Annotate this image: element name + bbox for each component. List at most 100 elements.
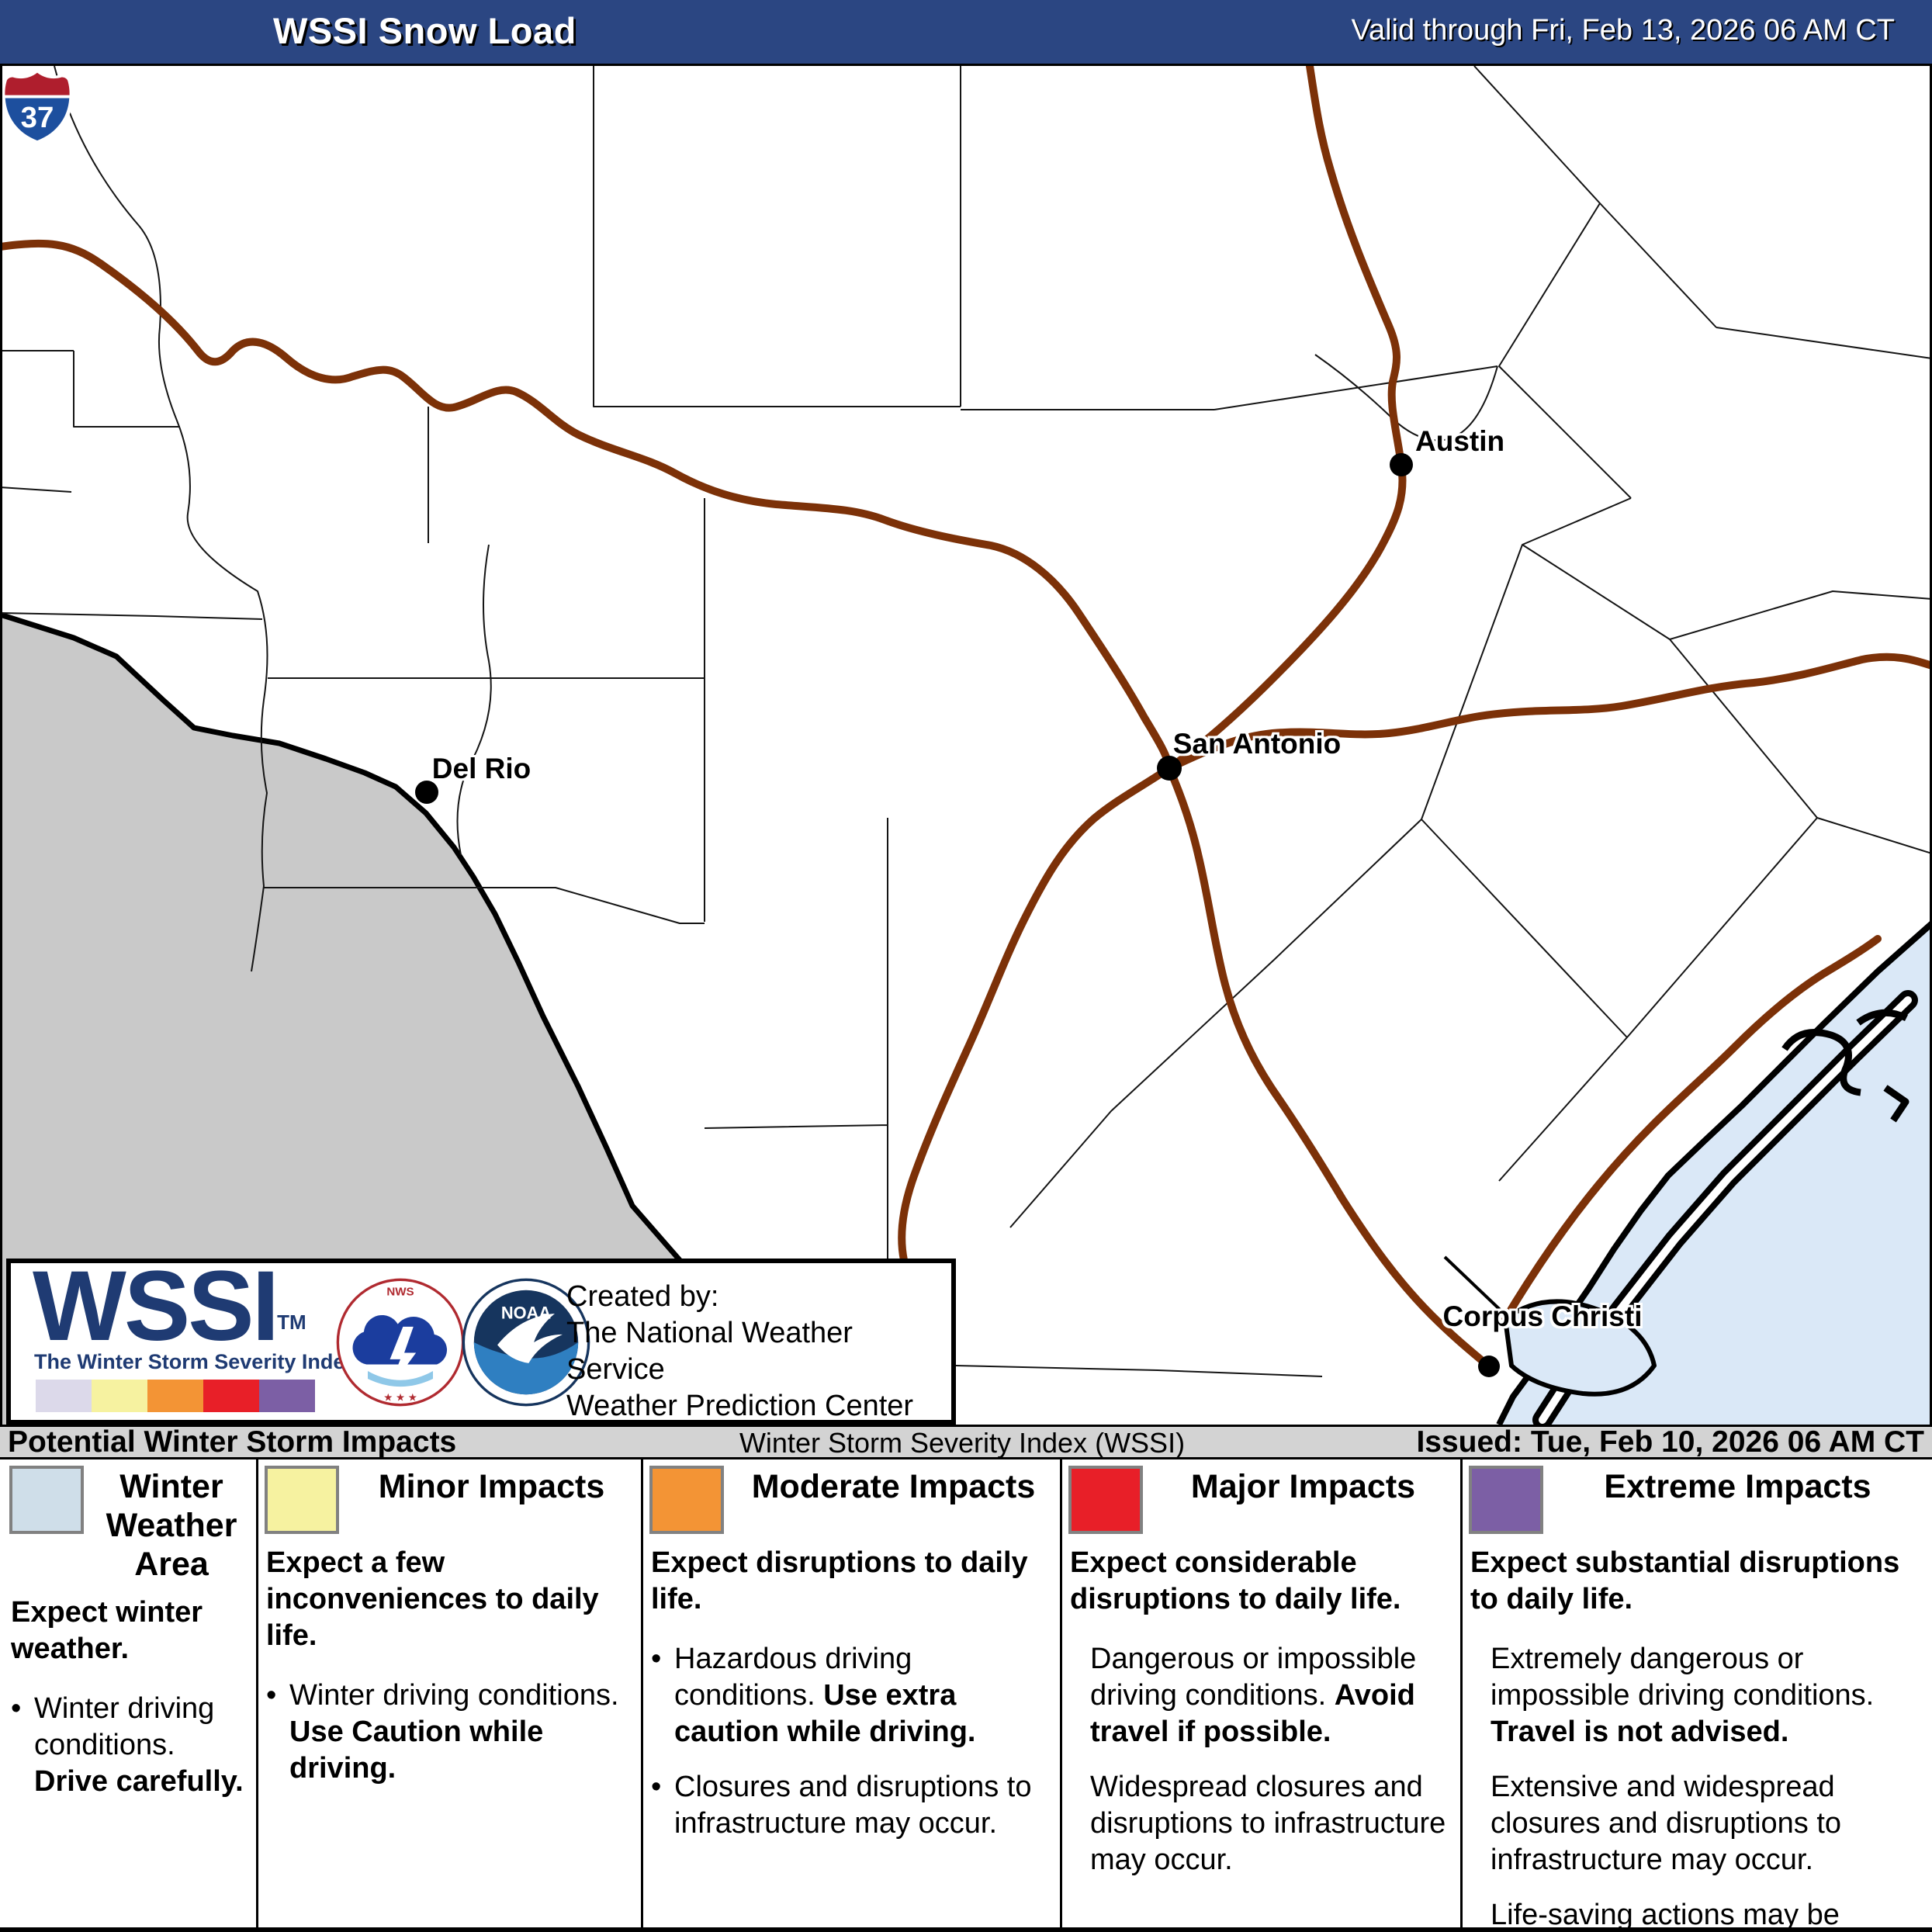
created-by-line3: Weather Prediction Center xyxy=(566,1390,914,1422)
austin-label: Austin xyxy=(1415,425,1505,457)
strip-extreme xyxy=(259,1380,315,1412)
wssi-logo-subtitle: The Winter Storm Severity Index xyxy=(34,1350,357,1373)
map-canvas xyxy=(0,66,1932,1425)
legend-item-text: Life-saving actions may be needed. xyxy=(1491,1897,1923,1932)
legend-items: Dangerous or impossible driving conditio… xyxy=(1064,1618,1459,1878)
legend-header: Moderate Impacts xyxy=(751,1468,1036,1505)
san-antonio-dot xyxy=(1157,756,1182,781)
legend-divider xyxy=(641,1459,643,1927)
legend-item: Dangerous or impossible driving conditio… xyxy=(1070,1641,1454,1750)
legend-lead: Expect a few inconveniences to daily lif… xyxy=(266,1546,599,1652)
created-by-text: Created by: The National Weather Service… xyxy=(566,1279,951,1425)
bullet-icon: • xyxy=(266,1679,277,1712)
item-text: Winter driving conditions. xyxy=(34,1692,215,1761)
item-text: Extremely dangerous or impossible drivin… xyxy=(1491,1643,1875,1712)
created-by-line1: Created by: xyxy=(566,1280,719,1313)
item-text: Closures and disruptions to infrastructu… xyxy=(674,1771,1032,1840)
city-dots xyxy=(415,453,1500,1377)
legend-items: Extremely dangerous or impossible drivin… xyxy=(1464,1618,1927,1932)
strip-major xyxy=(203,1380,259,1412)
strip-minor xyxy=(92,1380,147,1412)
legend-divider xyxy=(256,1459,258,1927)
mexico-region xyxy=(0,615,776,1425)
highway-i10-west xyxy=(0,239,1173,772)
legend-header: Extreme Impacts xyxy=(1604,1468,1871,1505)
nws-logo-icon: NWS ★ ★ ★ xyxy=(336,1278,465,1407)
legend-col-moderate: Moderate Impacts Expect disruptions to d… xyxy=(645,1459,1058,1927)
wssi-logo: WSSITM xyxy=(33,1249,306,1363)
legend-item: • Hazardous driving conditions. Use extr… xyxy=(651,1641,1054,1750)
legend-lead: Expect disruptions to daily life. xyxy=(651,1546,1028,1615)
status-bar-title: Potential Winter Storm Impacts xyxy=(8,1425,457,1459)
legend-header: Winter Weather Area xyxy=(106,1468,237,1583)
legend-item-text: Hazardous driving conditions. Use extra … xyxy=(674,1641,1054,1750)
item-text: Widespread closures and disruptions to i… xyxy=(1090,1771,1446,1876)
coast-inlets xyxy=(1781,1009,1909,1123)
strip-winter-weather xyxy=(36,1380,92,1412)
winter-weather-swatch xyxy=(9,1466,84,1534)
corpus-christi-dot xyxy=(1478,1356,1500,1377)
i37-shield-icon: 37 xyxy=(2,69,73,144)
noaa-logo-text: NOAA xyxy=(501,1304,552,1323)
legend-item: • Closures and disruptions to infrastruc… xyxy=(651,1769,1054,1842)
item-text-bold: Travel is not advised. xyxy=(1491,1716,1789,1748)
legend-item: • Winter driving conditions. Use Caution… xyxy=(266,1678,635,1787)
legend-item-text: Winter driving conditions. Drive careful… xyxy=(34,1691,250,1800)
highway-i37-south xyxy=(1165,764,1493,1370)
legend-lead: Expect substantial disruptions to daily … xyxy=(1470,1546,1900,1615)
created-by-line2: The National Weather Service xyxy=(566,1317,853,1386)
legend-items: • Winter driving conditions. Use Caution… xyxy=(260,1654,639,1787)
status-bar-subtitle: Winter Storm Severity Index (WSSI) xyxy=(739,1427,1186,1459)
san-antonio-label: San Antonio xyxy=(1172,728,1342,760)
impact-legend: Winter Weather Area Expect winter weathe… xyxy=(0,1459,1932,1932)
legend-items: • Hazardous driving conditions. Use extr… xyxy=(645,1618,1058,1842)
legend-item-text: Extremely dangerous or impossible drivin… xyxy=(1491,1641,1923,1750)
highway-i35-north xyxy=(1165,66,1407,772)
legend-divider xyxy=(1060,1459,1062,1927)
major-swatch xyxy=(1068,1466,1143,1534)
legend-item-text: Winter driving conditions. Use Caution w… xyxy=(289,1678,635,1787)
corpus-christi-bay xyxy=(1503,1299,1657,1397)
legend-header-row: Winter Weather Area xyxy=(5,1459,254,1584)
legend-item: Life-saving actions may be needed. xyxy=(1470,1897,1923,1932)
del-rio-label: Del Rio xyxy=(431,753,531,784)
legend-item-text: Dangerous or impossible driving conditio… xyxy=(1090,1641,1454,1750)
highway-us77-coastal xyxy=(1501,935,1882,1323)
legend-divider xyxy=(1460,1459,1463,1927)
wssi-trademark: TM xyxy=(277,1311,306,1334)
highway-i10-east xyxy=(1165,653,1932,772)
legend-lead: Expect considerable disruptions to daily… xyxy=(1070,1546,1401,1615)
minor-swatch xyxy=(265,1466,339,1534)
legend-header-row: Extreme Impacts xyxy=(1464,1459,1927,1534)
nws-logo-stars: ★ ★ ★ xyxy=(383,1392,417,1404)
item-text: Hazardous driving conditions. xyxy=(674,1643,912,1712)
item-text: Winter driving conditions. xyxy=(289,1679,619,1712)
issued-timestamp: Issued: Tue, Feb 10, 2026 06 AM CT xyxy=(1416,1425,1924,1459)
item-text-bold: Use Caution while driving. xyxy=(289,1716,544,1785)
moderate-swatch xyxy=(649,1466,724,1534)
item-text-bold: Use extra caution while driving. xyxy=(674,1679,976,1748)
valid-through-text: Valid through Fri, Feb 13, 2026 06 AM CT xyxy=(1351,14,1895,47)
nws-logo-arc-text: NWS xyxy=(386,1286,414,1299)
extreme-swatch xyxy=(1469,1466,1543,1534)
legend-item-text: Widespread closures and disruptions to i… xyxy=(1090,1769,1454,1878)
map-left-border xyxy=(0,64,2,1932)
page-title: WSSI Snow Load xyxy=(273,10,576,51)
highway-i35-south xyxy=(898,764,1173,1264)
map-area[interactable]: 35 10 37 xyxy=(0,66,1932,1425)
legend-header-row: Minor Impacts xyxy=(260,1459,639,1534)
item-text-bold: Drive carefully. xyxy=(34,1765,244,1798)
legend-items: • Winter driving conditions. Drive caref… xyxy=(5,1667,254,1800)
i37-number: 37 xyxy=(21,101,54,134)
item-text: Extensive and widespread closures and di… xyxy=(1491,1771,1842,1876)
legend-item: • Winter driving conditions. Drive caref… xyxy=(11,1691,250,1800)
county-boundaries xyxy=(0,66,1932,1377)
legend-item: Widespread closures and disruptions to i… xyxy=(1070,1769,1454,1878)
legend-header-row: Moderate Impacts xyxy=(645,1459,1058,1534)
legend-col-winter-weather: Winter Weather Area Expect winter weathe… xyxy=(5,1459,254,1927)
noaa-logo-icon: NOAA xyxy=(462,1278,590,1407)
bullet-icon: • xyxy=(651,1771,662,1803)
item-text: Life-saving actions may be needed. xyxy=(1491,1899,1840,1931)
wssi-logo-text: WSSI xyxy=(33,1251,279,1362)
legend-item-text: Extensive and widespread closures and di… xyxy=(1491,1769,1923,1878)
